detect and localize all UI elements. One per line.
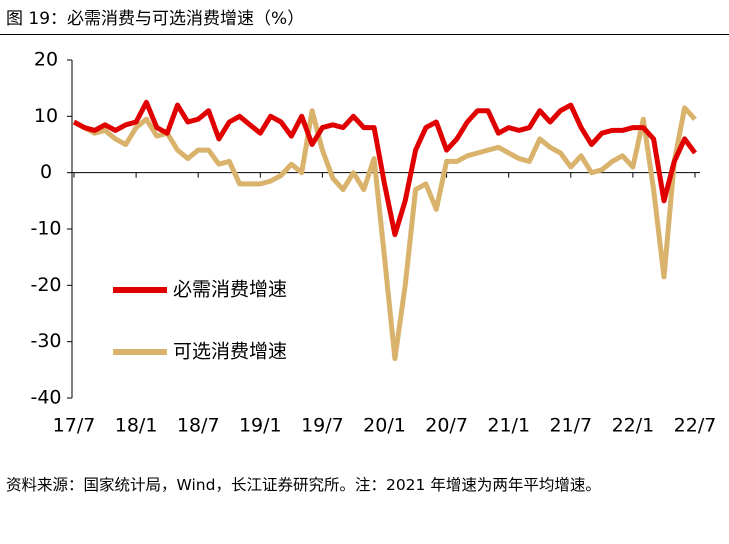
y-tick-label: 10: [34, 105, 58, 127]
x-tick-label: 18/1: [115, 415, 158, 437]
chart: -40 -30 -20 -10 0 10 20 17/7 18/1 18/7 19/1 19/7 20/…: [30, 49, 717, 437]
series-line: [72, 99, 698, 238]
x-tick-label: 22/7: [674, 415, 717, 437]
x-tick-label: 19/1: [239, 415, 282, 437]
x-tick-label: 21/7: [549, 415, 592, 437]
x-tick-label: 22/1: [612, 415, 655, 437]
source-note: 资料来源：国家统计局，Wind，长江证券研究所。注：2021 年增速为两年平均增…: [6, 476, 601, 494]
x-tick-label: 20/1: [363, 415, 406, 437]
x-tick-label: 20/7: [425, 415, 468, 437]
y-tick-label: -30: [30, 330, 61, 352]
title-rule: [0, 34, 729, 35]
y-tick-label: 20: [34, 49, 58, 71]
legend-label: 必需消费增速: [173, 279, 287, 301]
y-tick-label: -10: [30, 218, 61, 240]
legend-label: 可选消费增速: [173, 341, 287, 363]
series-line: [72, 105, 697, 362]
title: 图 19：必需消费与可选消费增速（%）: [6, 9, 305, 29]
x-tick-label: 19/7: [301, 415, 344, 437]
x-tick-label: 17/7: [53, 415, 96, 437]
y-tick-label: -20: [30, 274, 61, 296]
x-tick-label: 21/1: [487, 415, 530, 437]
y-tick-label: -40: [30, 387, 61, 409]
x-tick-label: 18/7: [177, 415, 220, 437]
y-tick-label: 0: [40, 161, 52, 183]
